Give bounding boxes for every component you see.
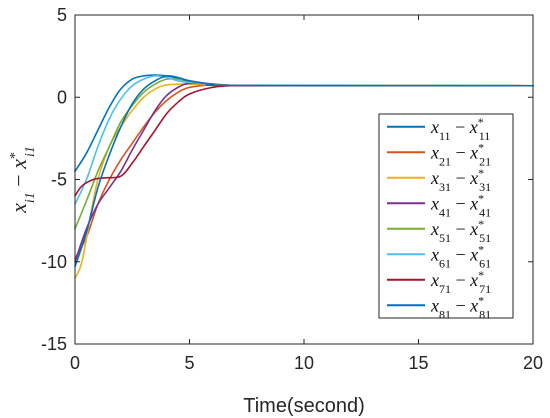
legend-superscript: *	[478, 191, 484, 205]
y-tick-label: -15	[41, 334, 67, 354]
legend-box	[378, 113, 514, 319]
legend-subscript-2: 71	[479, 282, 491, 296]
legend-entry-6: x61 − x* 61	[430, 242, 491, 270]
legend-entry-8: x81 − x* 81	[430, 293, 491, 321]
legend-subscript: 51	[439, 231, 451, 245]
legend-subscript: 21	[439, 154, 451, 168]
x-tick-label: 20	[523, 353, 543, 373]
legend-subscript-2: 61	[479, 256, 491, 270]
ylabel-subscript-2: i1	[23, 146, 38, 157]
legend-entry-7: x71 − x* 71	[430, 268, 491, 296]
legend-var-2: x	[469, 193, 478, 213]
y-tick-label: 5	[57, 5, 67, 25]
legend-superscript: *	[478, 115, 484, 129]
legend-minus: −	[451, 142, 470, 162]
legend-minus: −	[451, 117, 470, 137]
legend-entry-3: x31 − x* 31	[430, 166, 491, 194]
x-tick-label: 0	[70, 353, 80, 373]
legend-subscript: 31	[439, 180, 451, 194]
ylabel-main: x	[6, 203, 31, 214]
legend-var: x	[430, 193, 439, 213]
legend-minus: −	[451, 168, 470, 188]
legend-var-2: x	[469, 219, 478, 239]
legend-var: x	[430, 117, 439, 137]
legend-subscript: 61	[439, 256, 451, 270]
x-tick-label: 15	[408, 353, 428, 373]
legend-superscript: *	[478, 242, 484, 256]
series-line-8	[74, 74, 534, 268]
legend-subscript: 11	[439, 129, 451, 143]
legend-entry-4: x41 − x* 41	[430, 191, 491, 219]
legend-entry-2: x21 − x* 21	[430, 140, 491, 168]
legend-var-2: x	[469, 142, 478, 162]
legend-minus: −	[451, 270, 470, 290]
legend-var: x	[430, 142, 439, 162]
legend-var-2: x	[469, 244, 478, 264]
legend-minus: −	[451, 193, 470, 213]
legend-entry-1: x11 − x* 11	[430, 115, 490, 143]
legend-subscript-2: 11	[479, 129, 491, 143]
y-axis-label: xi1 − x*i1	[6, 146, 38, 214]
legend-var: x	[430, 219, 439, 239]
x-axis-label: Time(second)	[243, 395, 365, 417]
legend-subscript: 81	[439, 307, 451, 321]
series-layer	[74, 74, 534, 279]
legend-superscript: *	[478, 268, 484, 282]
legend-superscript: *	[478, 140, 484, 154]
legend-subscript-2: 51	[479, 231, 491, 245]
legend-superscript: *	[478, 293, 484, 307]
legend-var-2: x	[469, 270, 478, 290]
ylabel-minus: −	[6, 169, 31, 192]
legend-superscript: *	[478, 217, 484, 231]
legend-minus: −	[451, 295, 470, 315]
legend-var: x	[430, 168, 439, 188]
legend-var-2: x	[469, 295, 478, 315]
ticks-layer: 0 5 10 15 20 -15 -10 -5 0 5	[41, 5, 543, 373]
legend-entry-5: x51 − x* 51	[430, 217, 491, 245]
ylabel-subscript: i1	[23, 192, 38, 203]
y-tick-label: -10	[41, 252, 67, 272]
legend-subscript-2: 31	[479, 180, 491, 194]
x-tick-label: 5	[184, 353, 194, 373]
legend-var: x	[430, 244, 439, 264]
legend-minus: −	[451, 244, 470, 264]
legend-var: x	[430, 270, 439, 290]
legend-subscript: 71	[439, 282, 451, 296]
ylabel-superscript: *	[8, 152, 23, 159]
labels-layer: Time(second) xi1 − x*i1	[6, 146, 365, 417]
legend-subscript-2: 41	[479, 205, 491, 219]
y-tick-label: 0	[57, 87, 67, 107]
legend-subscript-2: 81	[479, 307, 491, 321]
legend-minus: −	[451, 219, 470, 239]
legend-subscript: 41	[439, 205, 451, 219]
legend-var-2: x	[469, 117, 478, 137]
legend-var-2: x	[469, 168, 478, 188]
ylabel-main-2: x	[6, 159, 31, 170]
legend-subscript-2: 21	[479, 154, 491, 168]
legend-superscript: *	[478, 166, 484, 180]
x-tick-label: 10	[294, 353, 314, 373]
y-tick-label: -5	[51, 170, 67, 190]
legend-var: x	[430, 295, 439, 315]
